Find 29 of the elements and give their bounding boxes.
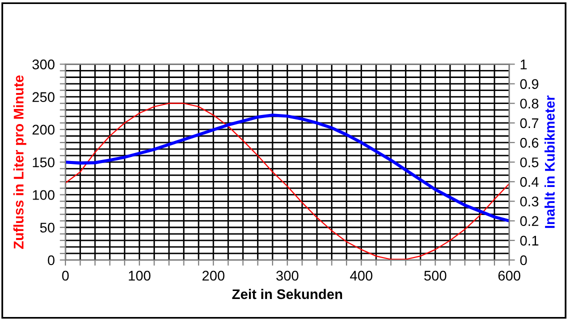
y-tick-label: 100 [32,190,54,200]
y2-tick-label: 0.2 [520,216,538,226]
x-tick-label: 200 [202,270,224,281]
y2-tick-label: 1 [520,60,527,70]
y2-tick-label: 0.8 [520,98,538,109]
x-axis-title: Zeit in Sekunden [232,288,342,300]
y-tick-label: 0 [48,255,54,266]
x-tick-label: 300 [276,270,298,281]
y-tick-label: 250 [32,92,54,102]
y2-tick-label: 0.9 [520,79,538,89]
y-tick-label: 200 [32,124,54,135]
y2-axis-title: Inahlt in Kubikmeter [544,96,555,228]
y2-tick-label: 0.1 [520,236,538,246]
y-tick-label: 300 [32,60,54,70]
y-tick-label: 150 [32,157,54,168]
y2-tick-label: 0.6 [520,138,538,148]
y-tick-label: 50 [40,222,54,233]
x-tick-label: 500 [424,270,446,281]
x-tick-label: 400 [350,270,372,281]
y2-tick-label: 0.7 [520,118,538,128]
y2-tick-label: 0.3 [520,196,538,206]
y2-tick-label: 0 [520,255,527,266]
line-series [65,114,510,222]
y-axis-title: Zufluss in Liter pro Minute [13,75,26,249]
x-tick-label: 0 [62,270,69,281]
x-tick-label: 600 [498,270,520,281]
y2-tick-label: 0.5 [520,157,538,168]
x-tick-label: 100 [128,270,150,281]
y2-tick-label: 0.4 [520,177,539,187]
